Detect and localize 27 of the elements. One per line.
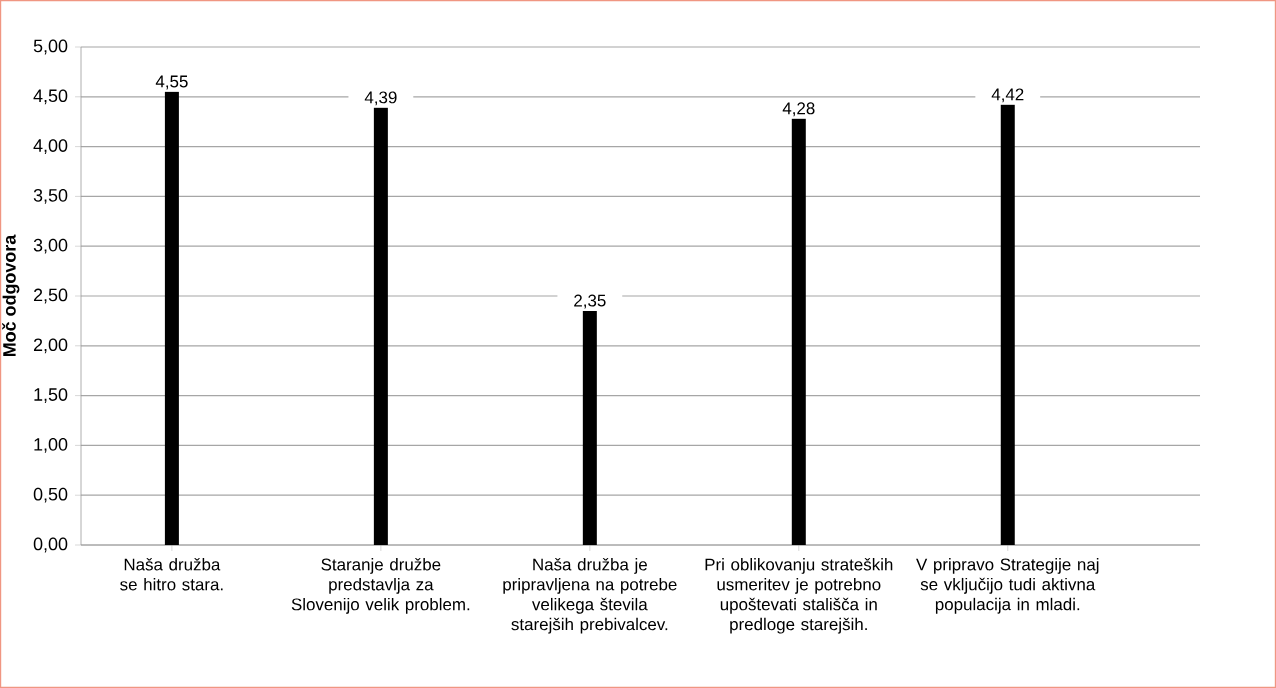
y-tick-label: 3,50 — [33, 188, 68, 204]
data-label: 4,55 — [155, 75, 188, 90]
bar — [791, 118, 806, 545]
y-tick-label: 2,00 — [33, 338, 68, 354]
y-tick-label: 3,00 — [33, 238, 68, 254]
y-tick-label: 0,00 — [33, 537, 68, 553]
bar — [1000, 104, 1015, 545]
data-label: 2,35 — [574, 294, 606, 309]
y-tick-label: 5,00 — [33, 39, 68, 55]
y-tick-label: 1,00 — [34, 437, 68, 453]
bar — [164, 91, 179, 545]
bar — [582, 310, 597, 545]
y-tick-label: 1,50 — [34, 388, 68, 403]
data-label: 4,39 — [364, 91, 397, 106]
y-tick-label: 4,00 — [33, 139, 68, 154]
y-axis-title: Moč odgovora — [2, 234, 20, 357]
y-tick-label: 2,50 — [33, 288, 68, 304]
x-tick-label: Naša družba se hitro stara. — [120, 558, 223, 591]
bar — [373, 107, 388, 545]
x-tick-label: V pripravo Strategije naj se vključijo tudi aktivna populacija in mladi. — [916, 558, 1099, 614]
x-tick-label: Naša družba je pripravljena na potrebe velikega števila starejših prebivalcev. — [503, 558, 677, 634]
data-label: 4,28 — [782, 102, 815, 117]
y-tick-label: 4,50 — [33, 89, 68, 105]
y-tick-label: 0,50 — [33, 487, 68, 503]
x-tick-label: Pri oblikovanju strateških usmeritev je potrebno upoštevati stališča in predloge starejših. — [705, 558, 893, 634]
x-tick-label: Staranje družbe predstavlja za Slovenijo velik problem. — [291, 558, 470, 614]
data-label: 4,42 — [991, 88, 1024, 103]
